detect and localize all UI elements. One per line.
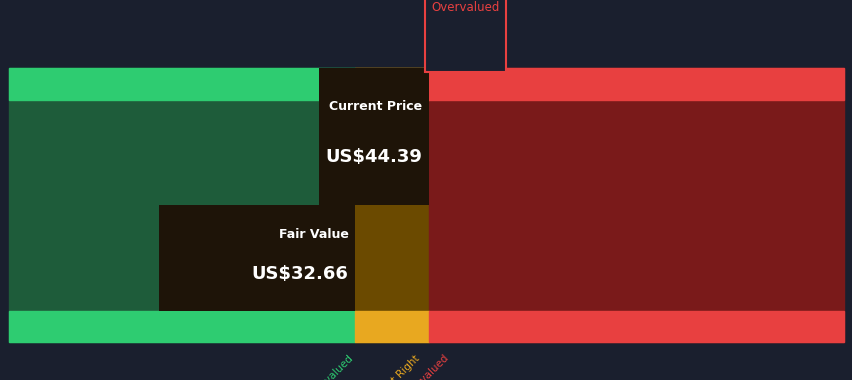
Bar: [158, 205, 355, 310]
Bar: [429, 68, 843, 342]
Bar: [429, 310, 843, 342]
Bar: [9, 68, 355, 342]
Text: 20% Undervalued: 20% Undervalued: [282, 353, 355, 380]
Text: US$32.66: US$32.66: [251, 264, 348, 283]
Bar: [355, 68, 429, 342]
Bar: [355, 68, 429, 100]
Bar: [355, 310, 429, 342]
Bar: [319, 68, 429, 205]
Text: US$44.39: US$44.39: [325, 148, 422, 166]
Text: 20% Overvalued: 20% Overvalued: [382, 353, 450, 380]
Bar: [424, 0, 505, 72]
Text: About Right: About Right: [371, 353, 421, 380]
Bar: [9, 310, 355, 342]
Bar: [429, 68, 843, 100]
Text: Current Price: Current Price: [329, 100, 422, 113]
Text: Fair Value: Fair Value: [279, 228, 348, 241]
Bar: [9, 68, 355, 100]
Text: Overvalued: Overvalued: [430, 1, 499, 14]
